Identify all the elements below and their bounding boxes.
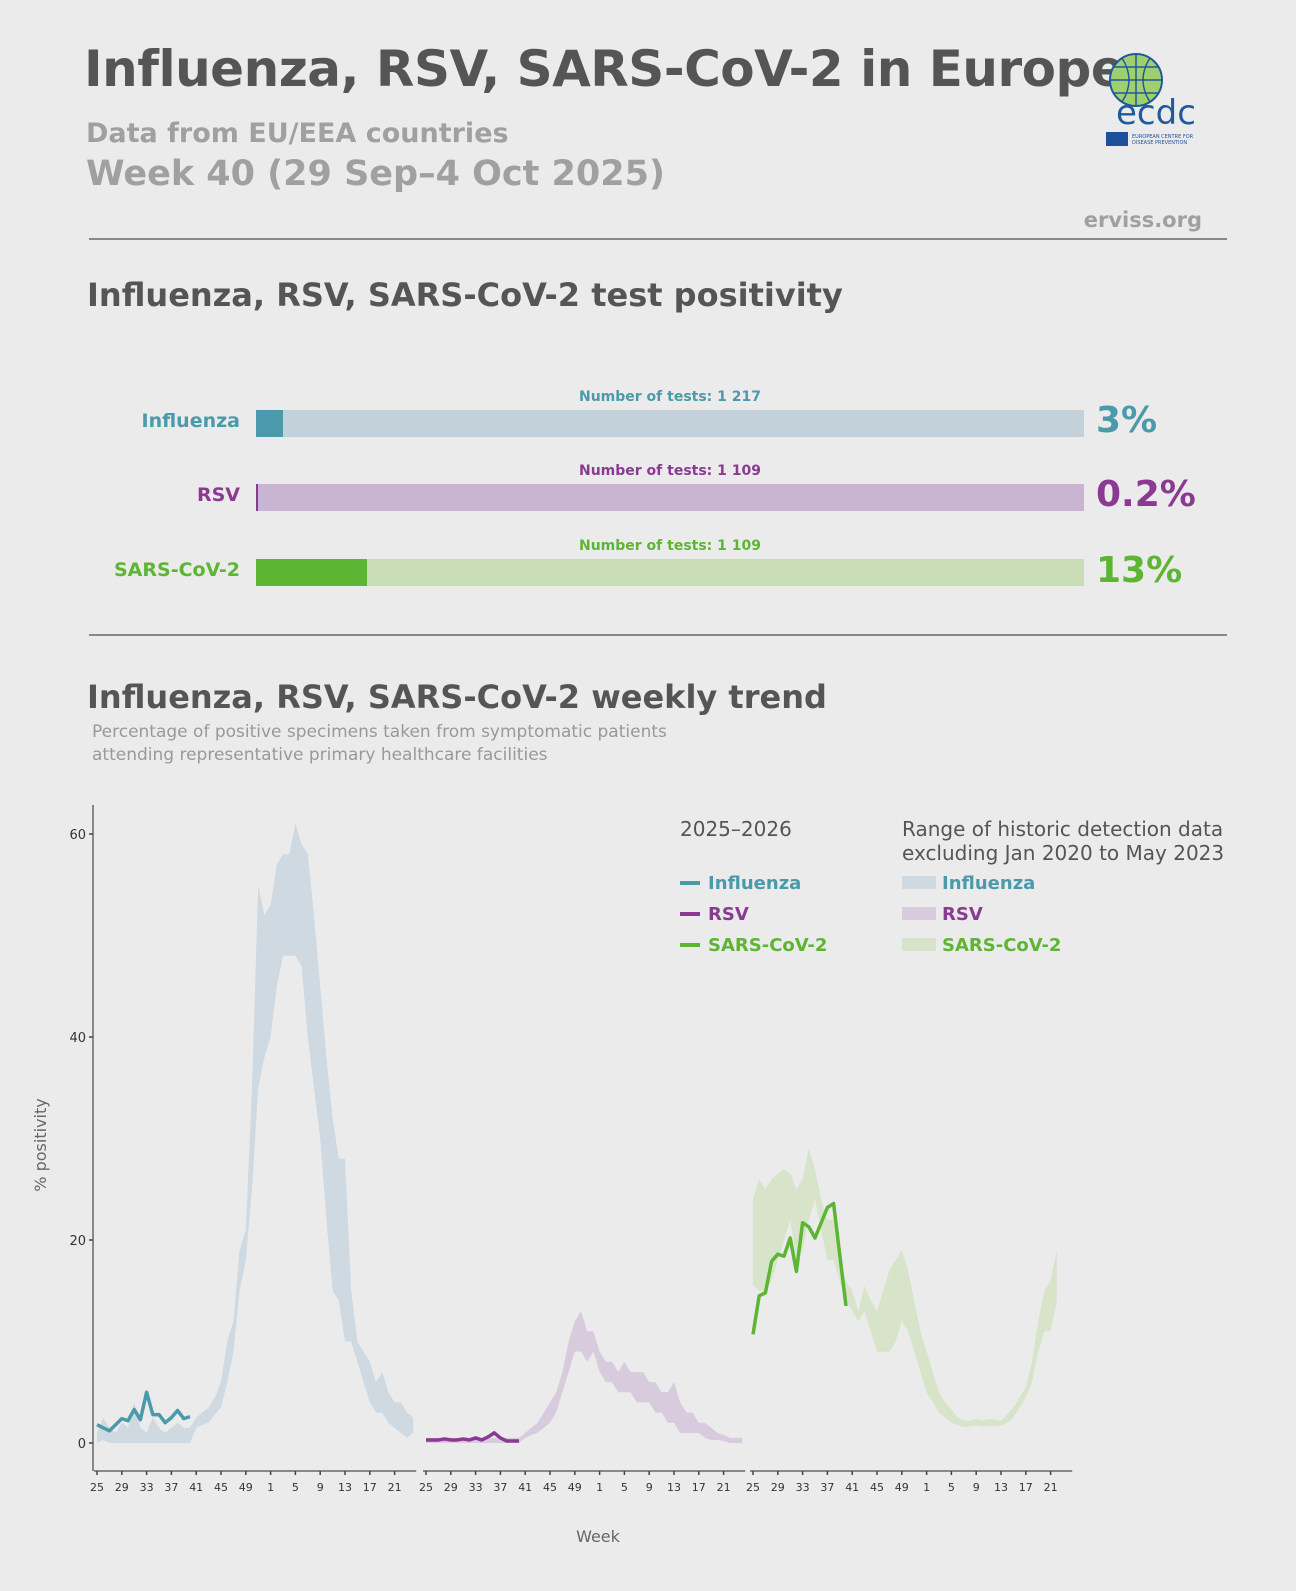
sars-tests: Number of tests: 1 109 [578,538,761,554]
sars-bar-fill [256,559,367,586]
x-tick-label: 9 [317,1481,324,1494]
y-tick-label: 40 [69,1031,86,1046]
sars-cov-2-current-line [751,1201,848,1335]
legend-influenza-band-swatch [902,876,936,889]
influenza-bar-fill [256,410,284,437]
x-tick-label: 49 [895,1481,909,1494]
globe-icon: ecdc EUROPEAN CENTRE FOR DISEASE PREVENT… [1106,53,1196,146]
page-title: Influenza, RSV, SARS-CoV-2 in Europe [84,40,1125,98]
x-tick-label: 21 [717,1481,731,1494]
x-tick-label: 1 [596,1481,603,1494]
x-tick-label: 45 [870,1481,884,1494]
x-tick-label: 13 [667,1481,681,1494]
x-tick-label: 13 [994,1481,1008,1494]
x-tick-label: 1 [923,1481,930,1494]
x-tick-label: 25 [419,1481,433,1494]
x-tick-label: 49 [568,1481,582,1494]
trend-note-2: attending representative primary healthc… [92,745,548,765]
rsv-label: RSV [196,484,240,506]
influenza-current-line [96,1390,191,1433]
legend-influenza-current: Influenza [708,873,801,894]
sars-cov-2-historic-range [753,1148,1057,1427]
x-tick-label: 45 [543,1481,557,1494]
x-tick-label: 37 [164,1481,178,1494]
x-tick-label: 5 [621,1481,628,1494]
x-tick-label: 33 [469,1481,483,1494]
week-label: Week 40 (29 Sep–4 Oct 2025) [86,154,665,194]
svg-text:EUROPEAN CENTRE FOR: EUROPEAN CENTRE FOR [1132,134,1194,140]
influenza-label: Influenza [141,410,241,432]
x-tick-label: 5 [292,1481,299,1494]
site-link[interactable]: erviss.org [1083,208,1202,232]
legend-rsv-range: RSV [942,904,983,925]
x-tick-label: 21 [388,1481,402,1494]
x-tick-label: 25 [746,1481,760,1494]
legend-influenza-range: Influenza [942,873,1035,894]
legend-sars-cov-2-range: SARS-CoV-2 [942,935,1061,956]
x-tick-label: 13 [338,1481,352,1494]
legend-range-title-2: excluding Jan 2020 to May 2023 [902,841,1224,865]
x-tick-label: 5 [948,1481,955,1494]
rsv-tests: Number of tests: 1 109 [578,463,761,479]
influenza-tests: Number of tests: 1 217 [578,389,761,405]
x-tick-label: 41 [518,1481,532,1494]
x-tick-label: 17 [363,1481,377,1494]
svg-text:ecdc: ecdc [1116,93,1196,133]
y-tick-label: 0 [78,1437,86,1452]
x-axis-label: Week [576,1527,621,1546]
legend-current-title: 2025–2026 [680,817,792,841]
sars-bar [256,559,1084,586]
rsv-percent: 0.2% [1096,474,1196,515]
divider [89,634,1227,636]
page-subtitle: Data from EU/EEA countries [86,118,509,149]
legend-sars-cov-2-current: SARS-CoV-2 [708,935,827,956]
x-tick-label: 29 [115,1481,129,1494]
x-tick-label: 41 [845,1481,859,1494]
legend-rsv-band-swatch [902,907,936,920]
x-tick-label: 21 [1044,1481,1058,1494]
x-tick-label: 25 [90,1481,104,1494]
x-tick-label: 45 [214,1481,228,1494]
x-tick-label: 1 [267,1481,274,1494]
x-tick-label: 9 [973,1481,980,1494]
legend-range-title-1: Range of historic detection data [902,817,1223,841]
svg-text:DISEASE PREVENTION: DISEASE PREVENTION [1132,140,1187,146]
x-tick-label: 37 [493,1481,507,1494]
divider [89,238,1227,240]
rsv-bar-fill [256,484,259,511]
legend-rsv-current: RSV [708,904,749,925]
trend-note-1: Percentage of positive specimens taken f… [92,722,667,742]
x-tick-label: 41 [189,1481,203,1494]
y-tick-label: 20 [69,1234,86,1249]
ecdc-logo: ecdc EUROPEAN CENTRE FOR DISEASE PREVENT… [1100,52,1212,152]
x-tick-label: 29 [444,1481,458,1494]
influenza-bar [256,410,1084,437]
influenza-percent: 3% [1096,400,1158,441]
y-tick-label: 60 [69,828,86,843]
x-tick-label: 29 [771,1481,785,1494]
rsv-current-line [426,1431,519,1443]
trend-title: Influenza, RSV, SARS-CoV-2 weekly trend [87,678,827,716]
x-tick-label: 9 [646,1481,653,1494]
sars-label: SARS-CoV-2 [113,559,240,581]
x-tick-label: 33 [796,1481,810,1494]
x-tick-label: 33 [140,1481,154,1494]
influenza-historic-range [97,823,414,1443]
rsv-historic-range [426,1311,743,1443]
x-tick-label: 49 [239,1481,253,1494]
x-tick-label: 17 [1019,1481,1033,1494]
y-axis-label: % positivity [31,1098,50,1191]
x-tick-label: 17 [692,1481,706,1494]
sars-percent: 13% [1096,550,1183,591]
legend-sars-cov-2-band-swatch [902,938,936,951]
rsv-bar [256,484,1084,511]
x-tick-label: 37 [820,1481,834,1494]
positivity-title: Influenza, RSV, SARS-CoV-2 test positivi… [87,276,843,314]
